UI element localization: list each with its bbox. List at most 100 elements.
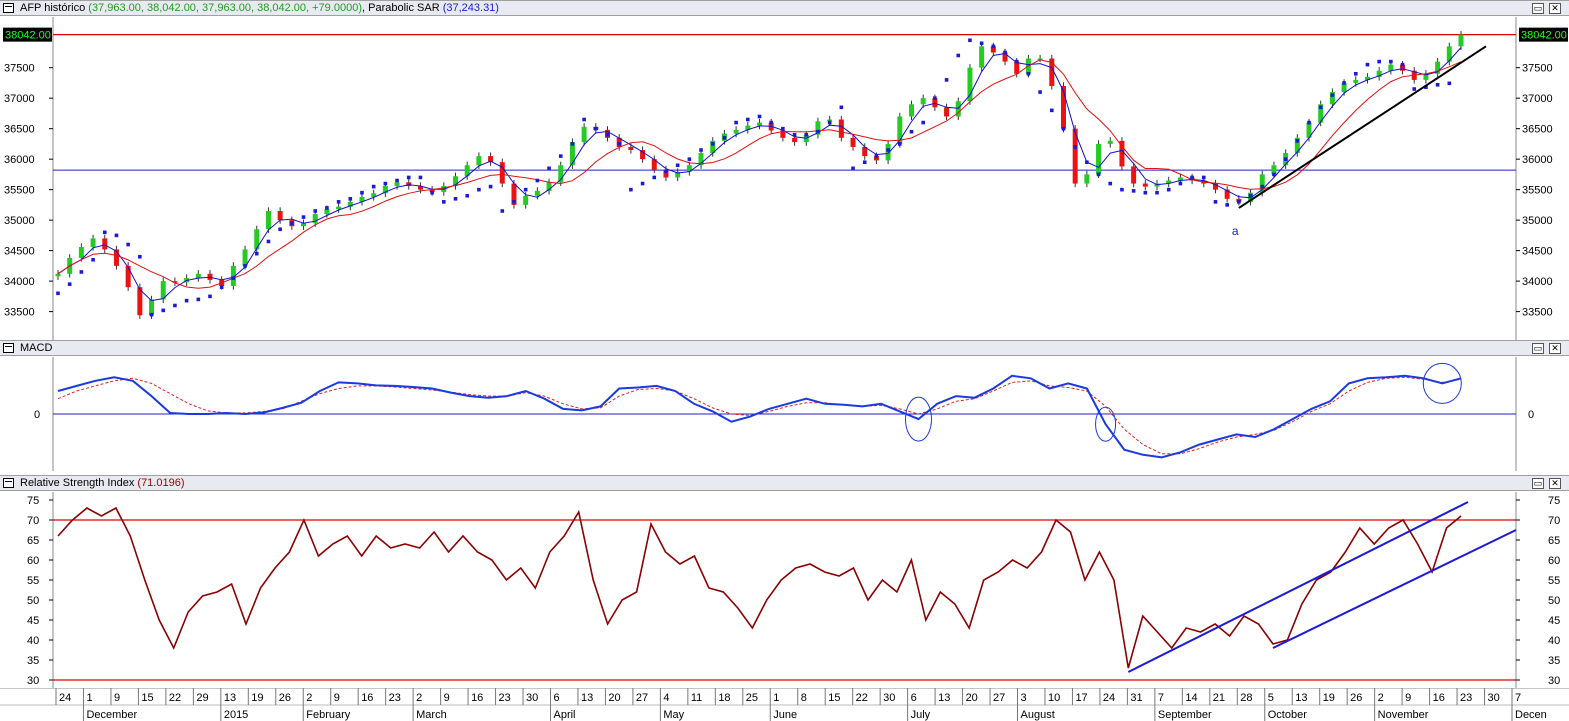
price-tick-label-right: 37500 [1522, 63, 1553, 75]
price-sar-dot [301, 215, 306, 219]
time-axis-day-label: 27 [636, 692, 648, 704]
price-candle [546, 182, 552, 191]
time-axis-day-label: 24 [1103, 692, 1115, 704]
rsi-tick-label-right: 75 [1548, 495, 1560, 507]
price-candle [1423, 73, 1429, 80]
price-candle [324, 209, 330, 215]
price-sar-dot [1131, 189, 1136, 193]
macd-panel-close-button[interactable]: ✕ [1549, 343, 1561, 354]
rsi-tick-label-left: 35 [27, 655, 39, 667]
rsi-tick-label-left: 40 [27, 635, 39, 647]
price-fast-ma-line [57, 47, 1462, 302]
price-candle [1294, 137, 1300, 154]
price-sar-dot [1353, 71, 1358, 76]
price-sar-dot [1447, 81, 1452, 86]
price-sar-dot [570, 142, 575, 146]
price-sar-dot [360, 190, 364, 195]
price-panel-minimize-button[interactable]: ▭ [1532, 3, 1544, 14]
time-axis-day-label: 20 [966, 692, 978, 704]
price-sar-dot [1003, 50, 1007, 55]
time-axis-day-label: 2 [306, 692, 312, 704]
price-sar-dot [488, 184, 493, 189]
price-sar-dot [1295, 139, 1300, 143]
price-sar-dot [629, 187, 633, 192]
price-sar-dot [921, 120, 925, 125]
price-sar-dot [325, 206, 329, 210]
rsi-panel-close-button[interactable]: ✕ [1549, 478, 1561, 489]
price-sar-dot [675, 163, 680, 168]
price-candle [78, 246, 84, 258]
price-tick-label-left: 33500 [4, 307, 35, 319]
price-candle [640, 150, 646, 160]
rsi-tick-label-right: 35 [1548, 655, 1560, 667]
price-candle [862, 146, 868, 157]
price-candle [1318, 104, 1324, 123]
price-sar-dot [1435, 82, 1440, 87]
price-candle [1166, 180, 1172, 184]
time-axis-day-label: 2 [416, 692, 422, 704]
time-axis-day-label: 23 [1460, 692, 1472, 704]
rsi-chart[interactable]: 30 30 35 35 40 40 45 45 50 50 55 55 60 60 65 65 70 70 75 75 [0, 492, 1569, 688]
rsi-panel-minimize-button[interactable]: ▭ [1532, 478, 1544, 489]
price-tick-label-left: 35000 [4, 215, 35, 227]
price-sar-dot [418, 175, 423, 180]
price-sar-dot [56, 291, 60, 296]
time-axis-month-label: Decen [1515, 709, 1547, 721]
rsi-tick-label-left: 50 [27, 595, 39, 607]
rsi-trendline-lower [1272, 529, 1517, 649]
price-candle [417, 185, 423, 190]
price-sar-dot [979, 41, 984, 46]
price-candle [1388, 64, 1394, 71]
time-axis-day-label: 9 [334, 692, 340, 704]
rsi-tick-label-left: 65 [27, 535, 39, 547]
rsi-tick-label-left: 75 [27, 495, 39, 507]
price-sar-dot [266, 239, 271, 244]
rsi-tick-label-right: 65 [1548, 535, 1560, 547]
price-sar-dot [1014, 59, 1019, 64]
price-candle [757, 122, 762, 126]
price-title-part: (37,963.00, 38,042.00, 37,963.00, 38,042… [88, 2, 362, 14]
price-sar-dot [453, 196, 458, 201]
price-candle [1119, 140, 1125, 167]
macd-title-part: MACD [20, 342, 53, 354]
price-candle [336, 206, 342, 210]
time-axis-day-label: 30 [1488, 692, 1500, 704]
time-axis-day-label: 22 [856, 692, 868, 704]
price-sar-dot [781, 126, 785, 131]
price-sar-dot [430, 190, 434, 195]
price-sar-dot [687, 157, 692, 161]
rsi-tick-label-left: 55 [27, 575, 39, 587]
rsi-tick-label-left: 60 [27, 555, 39, 567]
price-sar-dot [886, 148, 890, 152]
price-sar-dot [851, 166, 855, 171]
price-panel-title: AFP histórico (37,963.00, 38,042.00, 37,… [20, 2, 499, 14]
price-tick-label-left: 36000 [4, 154, 35, 166]
price-panel-close-button[interactable]: ✕ [1549, 3, 1561, 14]
price-candle [745, 125, 751, 130]
price-tick-label-right: 37000 [1522, 93, 1553, 105]
time-axis-month-label: October [1268, 709, 1307, 721]
time-axis-day-label: 19 [251, 692, 263, 704]
price-candle [885, 143, 891, 161]
price-candle [967, 67, 973, 102]
price-chart[interactable]: 33500 33500 34000 34000 34500 34500 35000 35000… [0, 17, 1569, 340]
price-panel-menu-icon[interactable] [3, 3, 14, 13]
price-candle [90, 238, 96, 247]
price-trendline [1238, 45, 1487, 209]
macd-panel-minimize-button[interactable]: ▭ [1532, 343, 1544, 354]
price-sar-dot [1365, 62, 1370, 67]
price-candle [838, 119, 844, 138]
price-candle [628, 146, 634, 151]
time-axis-day-label: 16 [471, 692, 483, 704]
price-candle [453, 176, 459, 186]
price-sar-dot [746, 117, 750, 122]
price-sar-dot [1061, 126, 1066, 131]
price-candle [1177, 177, 1183, 181]
price-candle [1306, 122, 1312, 138]
macd-panel-menu-icon[interactable] [3, 343, 14, 353]
rsi-panel-menu-icon[interactable] [3, 478, 14, 488]
price-candle [944, 107, 950, 117]
price-sar-dot [816, 129, 820, 134]
rsi-tick-label-left: 45 [27, 615, 39, 627]
